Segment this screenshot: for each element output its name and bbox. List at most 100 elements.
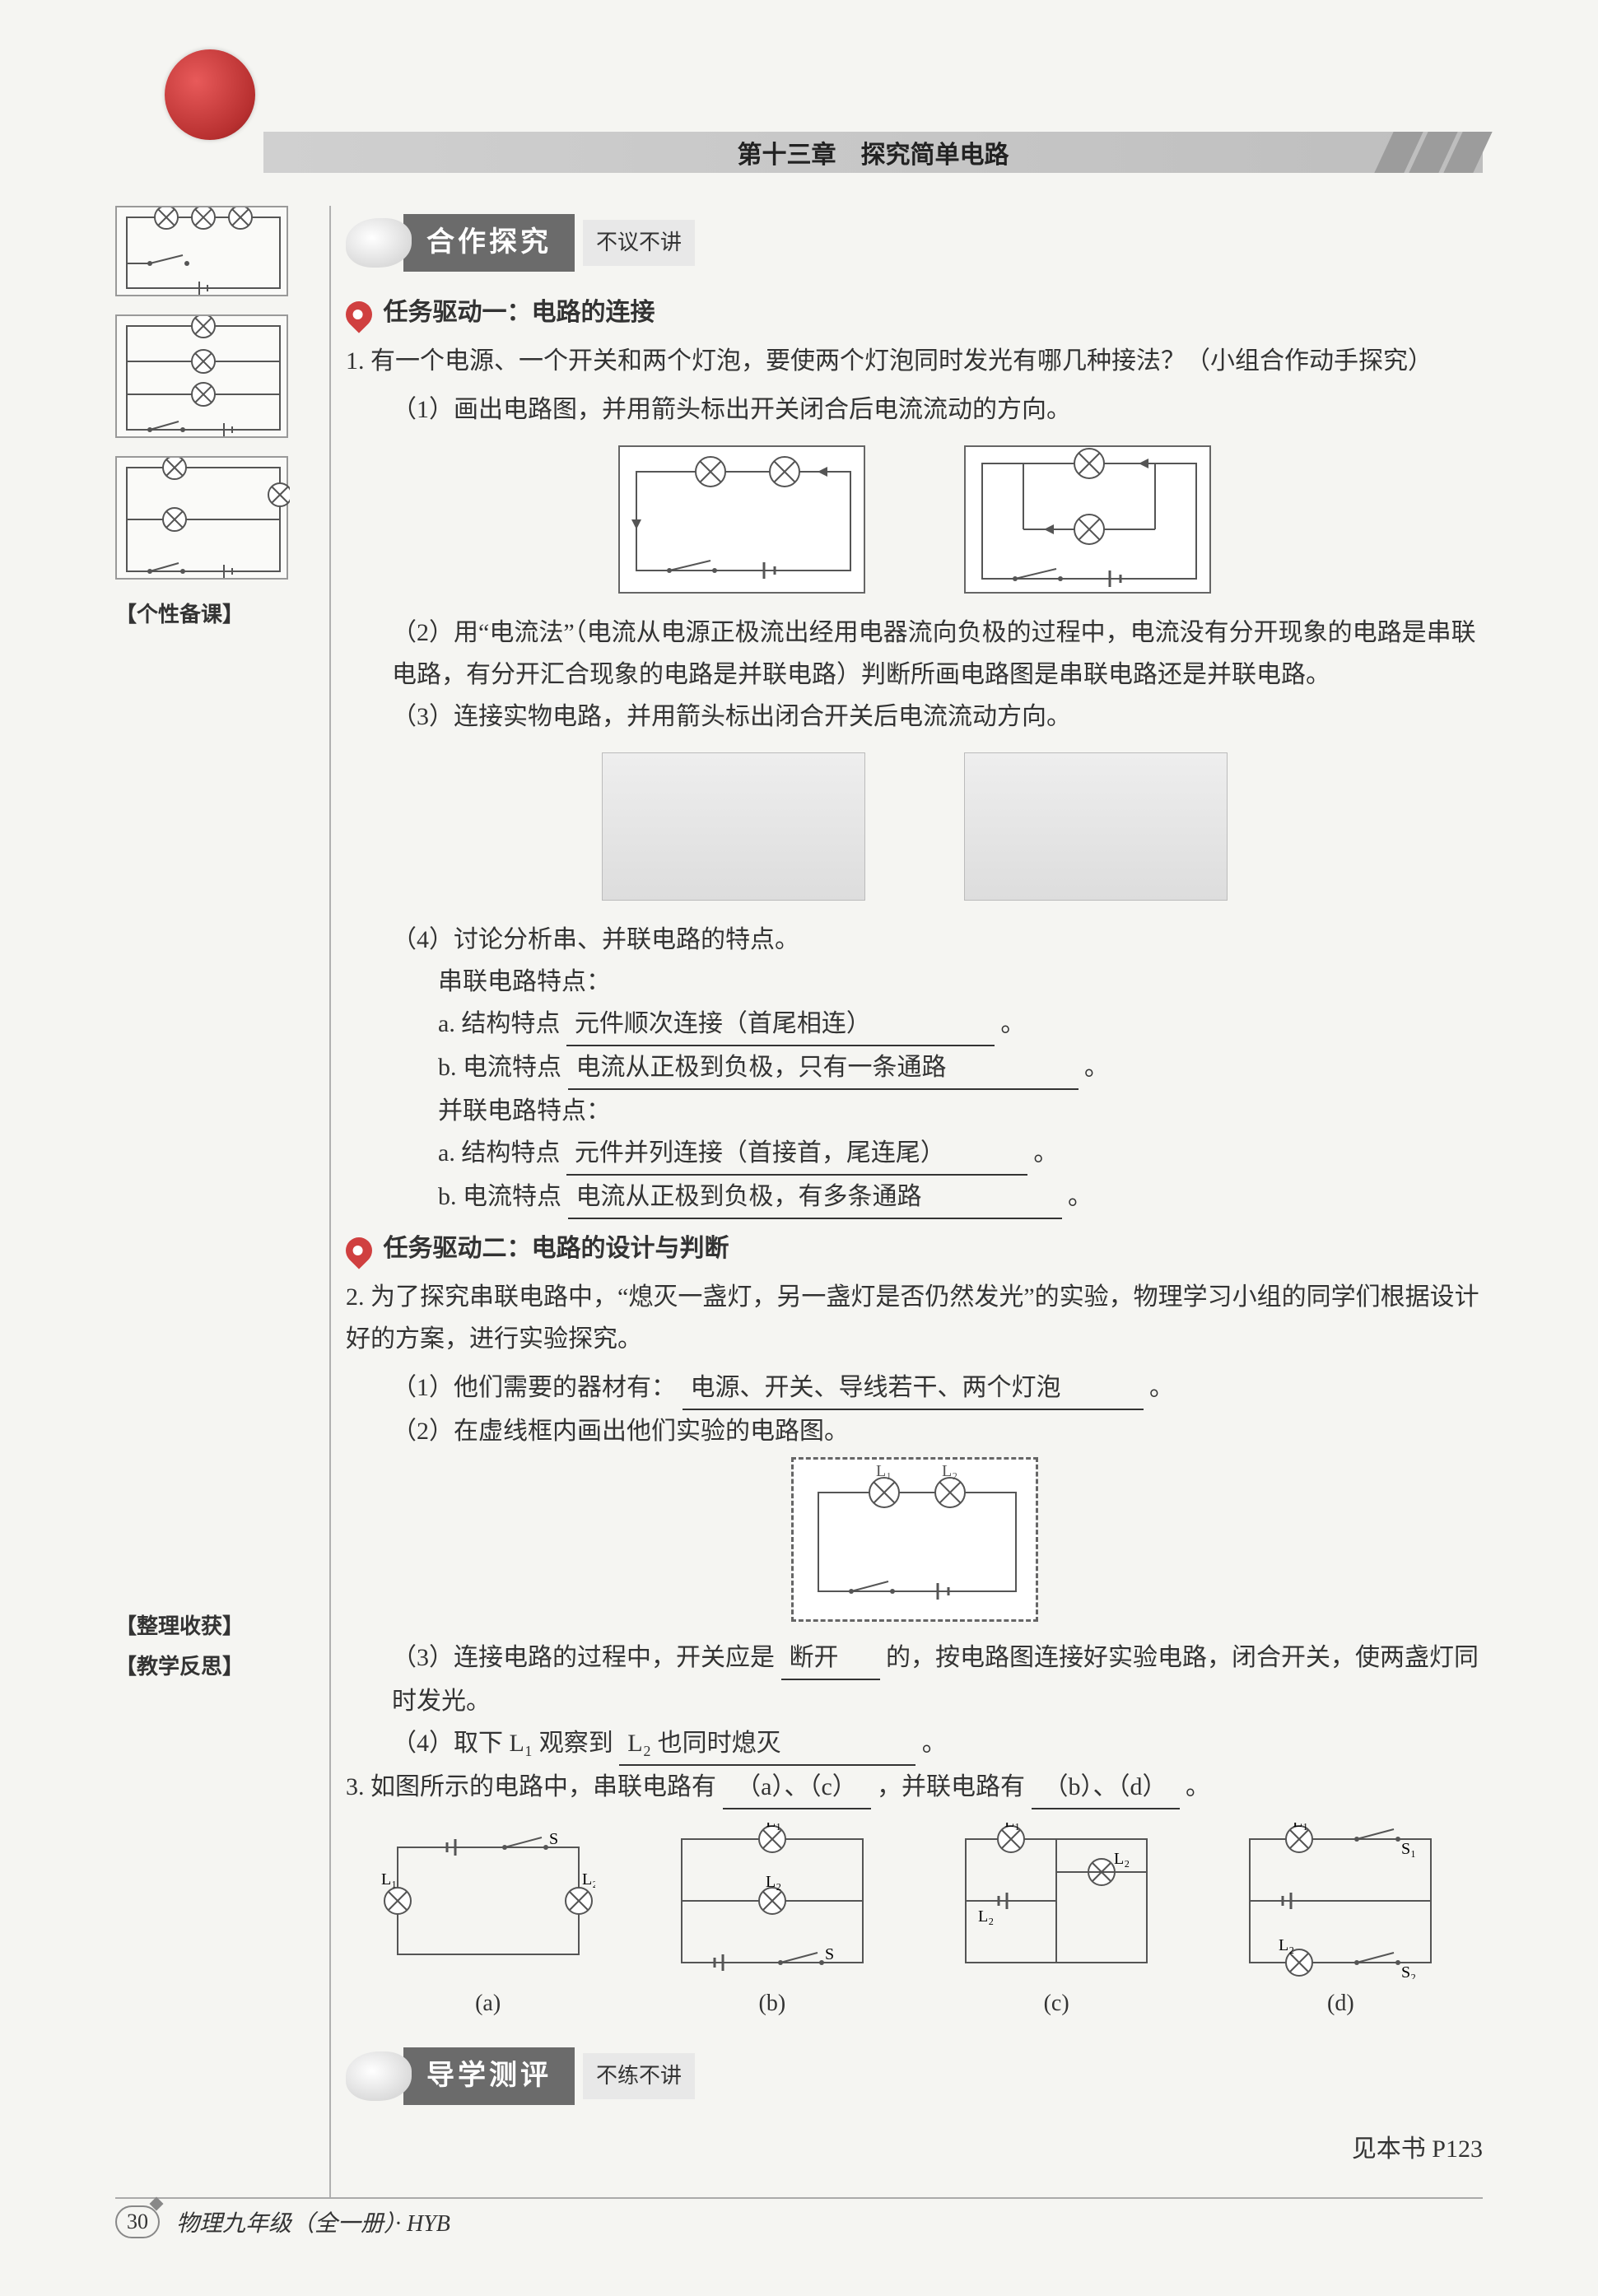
task2-title: 任务驱动二：电路的设计与判断 (346, 1227, 1483, 1269)
q1-p3: （3）连接实物电路，并用箭头标出闭合开关后电流流动方向。 (346, 696, 1483, 738)
q3-ans2: （b）、（d） (1032, 1766, 1180, 1809)
q2-p1: （1）他们需要的器材有： 电源、开关、导线若干、两个灯泡 。 (346, 1367, 1483, 1410)
banner-coop-label: 合作探究 (403, 214, 575, 272)
series-b-label: b. 电流特点 (438, 1054, 561, 1081)
q2-p3-a: （3）连接电路的过程中，开关应是 (392, 1644, 775, 1671)
fig-d: L₁ S₁ L₂ S₂ (1233, 1823, 1447, 1979)
q2-p3: （3）连接电路的过程中，开关应是 断开 的，按电路图连接好实验电路，闭合开关，使… (346, 1637, 1483, 1722)
svg-text:S: S (825, 1945, 834, 1963)
footer-page-reference: 见本书 P123 (1352, 2128, 1483, 2164)
fig-a-label: (a) (381, 1984, 595, 2024)
q2-p4-answer: L₂ 也同时熄灭 (619, 1722, 915, 1766)
banner-assess-label: 导学测评 (403, 2047, 575, 2105)
physical-circuit-img-2 (964, 752, 1228, 901)
physical-circuit-img-1 (602, 752, 865, 901)
q2-p4-a: （4）取下 L₁ 观察到 (392, 1730, 613, 1757)
parallel-b: b. 电流特点 电流从正极到负极，有多条通路 。 (346, 1176, 1483, 1219)
sidebar-note-reflect: 【教学反思】 (115, 1650, 313, 1680)
fig-b-label: (b) (665, 1984, 879, 2024)
svg-text:L₁: L₁ (876, 1462, 892, 1480)
mascot-logo (165, 49, 255, 140)
banner-assessment: 导学测评 不练不讲 (346, 2047, 1483, 2105)
series-a: a. 结构特点 元件顺次连接（首尾相连） 。 (346, 1003, 1483, 1046)
svg-text:L₁: L₁ (1004, 1823, 1020, 1831)
q2-p1-label: （1）他们需要的器材有： (392, 1374, 676, 1401)
svg-text:L₂: L₂ (942, 1462, 957, 1480)
q3-fig-grid: S L₁ L₂ (a) (346, 1823, 1483, 2024)
series-b: b. 电流特点 电流从正极到负极，只有一条通路 。 (346, 1046, 1483, 1090)
period: 。 (1149, 1374, 1174, 1401)
svg-text:S₂: S₂ (1401, 1963, 1416, 1979)
sidebar-circuit-3 (115, 456, 288, 580)
parallel-heading: 并联电路特点： (346, 1090, 1483, 1132)
svg-text:L₂: L₂ (766, 1873, 781, 1891)
page-footer: 30 物理九年级（全一册）· HYB (115, 2197, 1483, 2238)
dashed-circuit-box: L₁ L₂ (791, 1457, 1038, 1622)
pin-icon (340, 296, 377, 333)
sidebar-circuit-1 (115, 206, 288, 296)
svg-text:S: S (549, 1830, 558, 1848)
fig-c: L₁ L₂ L₂ (949, 1823, 1163, 1979)
q1-text: 1. 有一个电源、一个开关和两个灯泡，要使两个灯泡同时发光有哪几种接法？（小组合… (346, 340, 1483, 382)
period: 。 (1000, 1010, 1025, 1037)
physical-circuit-row (346, 752, 1483, 901)
task1-title-text: 任务驱动一：电路的连接 (384, 299, 655, 326)
svg-text:L₂: L₂ (978, 1907, 994, 1926)
q1-p1: （1）画出电路图，并用箭头标出开关闭合后电流流动的方向。 (346, 389, 1483, 431)
svg-text:L₁: L₁ (1293, 1823, 1308, 1831)
q3-a: 3. 如图所示的电路中，串联电路有 (346, 1773, 716, 1800)
sidebar-note-harvest: 【整理收获】 (115, 1609, 313, 1640)
series-heading: 串联电路特点： (346, 961, 1483, 1003)
parallel-a: a. 结构特点 元件并列连接（首接首，尾连尾） 。 (346, 1132, 1483, 1176)
svg-text:L₂: L₂ (582, 1870, 595, 1888)
parallel-b-label: b. 电流特点 (438, 1183, 561, 1210)
banner-coop-sub: 不议不讲 (583, 220, 695, 266)
footer-book-title: 物理九年级（全一册）· HYB (176, 2205, 450, 2238)
fig-d-label: (d) (1233, 1984, 1447, 2024)
q3-b: ，并联电路有 (877, 1773, 1025, 1800)
fig-c-label: (c) (949, 1984, 1163, 2024)
fig-b: L₁ L₂ S (665, 1823, 879, 1979)
sidebar-circuit-2 (115, 314, 288, 438)
sidebar: 【个性备课】 【整理收获】 【教学反思】 (115, 206, 329, 2197)
series-b-answer: 电流从正极到负极，只有一条通路 (568, 1046, 1079, 1090)
header-stripes-decor (1384, 132, 1483, 173)
pin-icon (340, 1232, 377, 1269)
banner-cooperation: 合作探究 不议不讲 (346, 214, 1483, 272)
page-number-badge: 30 (115, 2205, 160, 2238)
period: 。 (1033, 1139, 1058, 1167)
series-a-answer: 元件顺次连接（首尾相连） (566, 1003, 995, 1046)
parallel-a-label: a. 结构特点 (438, 1139, 560, 1167)
banner-icon (346, 218, 412, 268)
page-number: 30 (127, 2210, 148, 2234)
q2-text: 2. 为了探究串联电路中，“熄灭一盏灯，另一盏灯是否仍然发光”的实验，物理学习小… (346, 1276, 1483, 1360)
banner-assess-sub: 不练不讲 (583, 2053, 695, 2099)
fig-series-circuit (618, 445, 865, 594)
q1-p2: （2）用“电流法”（电流从电源正极流出经用电器流向负极的过程中，电流没有分开现象… (346, 612, 1483, 696)
banner-icon (346, 2051, 412, 2101)
parallel-b-answer: 电流从正极到负极，有多条通路 (568, 1176, 1062, 1219)
q3-ans1: （a）、（c） (723, 1766, 871, 1809)
chapter-header-bar: 第十三章 探究简单电路 (263, 132, 1483, 173)
svg-text:S₁: S₁ (1401, 1840, 1416, 1858)
q3: 3. 如图所示的电路中，串联电路有 （a）、（c） ，并联电路有 （b）、（d）… (346, 1766, 1483, 1809)
q2-p4: （4）取下 L₁ 观察到 L₂ 也同时熄灭 。 (346, 1722, 1483, 1766)
main-content: 合作探究 不议不讲 任务驱动一：电路的连接 1. 有一个电源、一个开关和两个灯泡… (346, 206, 1483, 2197)
q2-p1-answer: 电源、开关、导线若干、两个灯泡 (683, 1367, 1144, 1410)
period: 。 (1068, 1183, 1093, 1210)
svg-text:L₁: L₁ (766, 1823, 781, 1831)
sidebar-note-personal: 【个性备课】 (115, 598, 313, 628)
parallel-a-answer: 元件并列连接（首接首，尾连尾） (566, 1132, 1027, 1176)
q1-fig-row (346, 445, 1483, 594)
fig-parallel-circuit (964, 445, 1211, 594)
chapter-title: 第十三章 探究简单电路 (738, 134, 1009, 170)
q2-p3-answer: 断开 (781, 1637, 880, 1680)
svg-text:L₂: L₂ (1114, 1850, 1130, 1868)
svg-text:L₁: L₁ (381, 1870, 397, 1888)
period: 。 (1186, 1773, 1210, 1800)
period: 。 (922, 1730, 947, 1757)
q2-p2: （2）在虚线框内画出他们实验的电路图。 (346, 1410, 1483, 1452)
series-a-label: a. 结构特点 (438, 1010, 560, 1037)
task2-title-text: 任务驱动二：电路的设计与判断 (384, 1235, 729, 1262)
period: 。 (1084, 1054, 1109, 1081)
